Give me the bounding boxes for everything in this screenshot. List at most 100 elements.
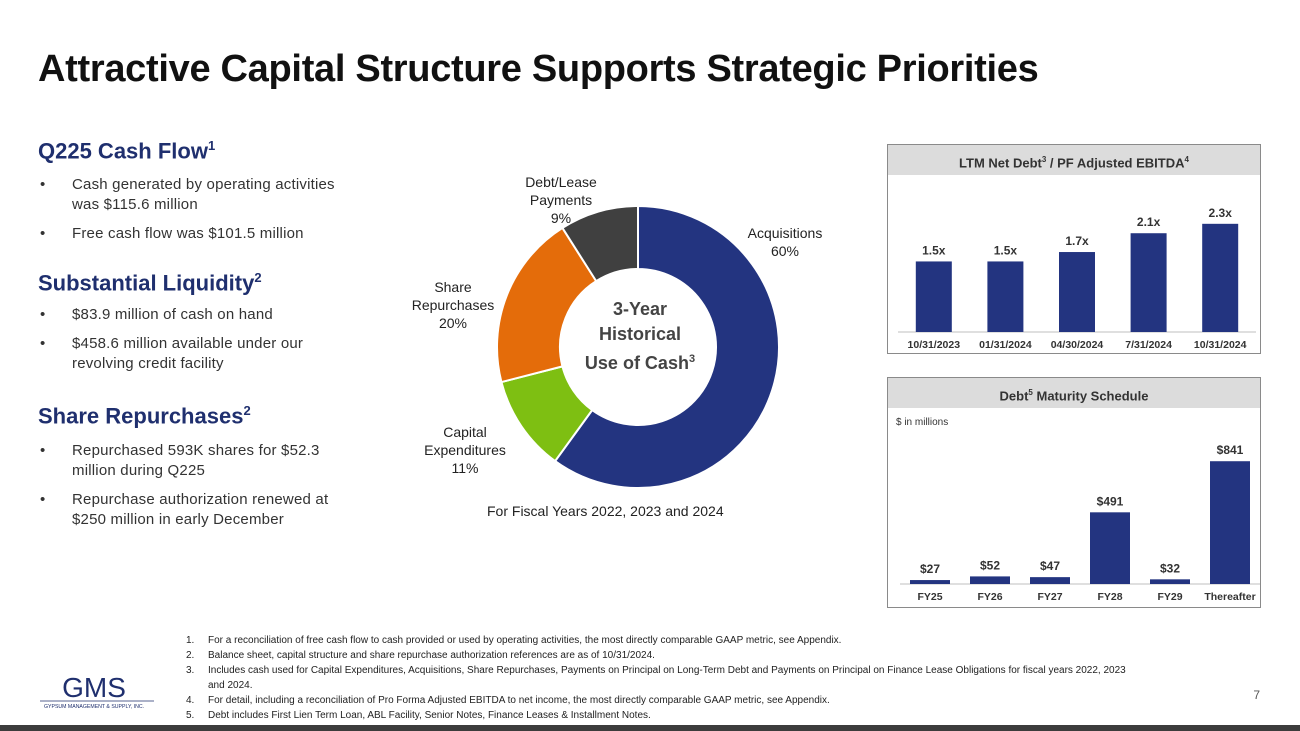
footnote-text: Balance sheet, capital structure and sha… <box>208 650 655 661</box>
donut-center-title: 3-Year Historical Use of Cash3 <box>560 297 720 376</box>
bar-value-label: 2.3x <box>1209 206 1233 220</box>
footnote-number: 1. <box>186 635 195 646</box>
bar-value-label: $841 <box>1217 443 1244 457</box>
liquidity-list: $83.9 million of cash on hand $458.6 mil… <box>38 305 358 383</box>
slice-label-text: Repurchases <box>411 297 495 313</box>
units-note: $ in millions <box>896 417 949 428</box>
donut-caption: For Fiscal Years 2022, 2023 and 2024 <box>487 503 724 519</box>
list-item: Free cash flow was $101.5 million <box>38 224 348 244</box>
x-tick-label: FY28 <box>1097 591 1122 603</box>
slice-label-text: Debt/Lease <box>525 174 597 190</box>
donut-center-line: Use of Cash3 <box>560 347 720 376</box>
repurchases-heading: Share Repurchases2 <box>38 403 251 429</box>
bar-value-label: 1.5x <box>994 243 1018 257</box>
cash-flow-heading-text: Q225 Cash Flow <box>38 138 208 164</box>
slice-value-label: 9% <box>550 210 572 226</box>
slice-label-debt-lease: Debt/Lease Payments 9% <box>501 173 621 227</box>
panel-title-text: / PF Adjusted EBITDA <box>1046 155 1185 171</box>
footnote-row: 2. Balance sheet, capital structure and s… <box>186 648 1146 663</box>
bar-value-label: $52 <box>980 558 1000 572</box>
footnote-ref: 2 <box>243 403 251 418</box>
x-tick-label: 04/30/2024 <box>1051 339 1104 351</box>
donut-center-text: Use of Cash <box>584 353 689 373</box>
x-tick-label: 10/31/2024 <box>1194 339 1247 351</box>
slice-label-text: Payments <box>529 192 593 208</box>
bar-thereafter <box>1210 461 1250 584</box>
cash-flow-list: Cash generated by operating activities w… <box>38 175 348 253</box>
liquidity-heading-text: Substantial Liquidity <box>38 270 255 296</box>
x-tick-label: FY25 <box>917 591 942 603</box>
slice-label-acquisitions: Acquisitions 60% <box>720 224 850 260</box>
slice-label-capex: Capital Expenditures 11% <box>405 423 525 477</box>
slice-value-label: 11% <box>451 460 479 476</box>
x-tick-label: 01/31/2024 <box>979 339 1032 351</box>
use-of-cash-donut-chart <box>496 205 780 489</box>
bar-fy29 <box>1150 579 1190 584</box>
net-debt-panel-title: LTM Net Debt3 / PF Adjusted EBITDA4 <box>888 145 1260 175</box>
bar-value-label: 1.7x <box>1065 234 1089 248</box>
footnote-number: 4. <box>186 695 195 706</box>
footnote-row: 4. For detail, including a reconciliation… <box>186 693 1146 708</box>
logo-sub-text: GYPSUM MANAGEMENT & SUPPLY, INC. <box>44 704 144 710</box>
footnote-text: For detail, including a reconciliation o… <box>208 695 830 706</box>
maturity-panel: Debt5 Maturity Schedule $ in millions $2… <box>887 377 1261 608</box>
x-tick-label: 10/31/2023 <box>908 339 961 351</box>
footnote-ref: 5 <box>1028 388 1033 397</box>
repurchases-list: Repurchased 593K shares for $52.3 millio… <box>38 441 358 539</box>
panel-title-text: Maturity Schedule <box>1032 388 1149 404</box>
panel-title-text: LTM Net Debt <box>959 155 1042 171</box>
donut-center-line: Historical <box>598 324 682 344</box>
list-item: Repurchased 593K shares for $52.3 millio… <box>38 441 358 481</box>
donut-slice-acquisitions <box>553 205 780 489</box>
panel-title-text: Debt <box>999 388 1029 404</box>
x-tick-label: 7/31/2024 <box>1125 339 1172 351</box>
gms-logo: GMS GYPSUM MANAGEMENT & SUPPLY, INC. <box>40 672 154 710</box>
bar-value-label: $32 <box>1160 561 1180 575</box>
list-item: Cash generated by operating activities w… <box>38 175 348 215</box>
footnote-text: For a reconciliation of free cash flow t… <box>208 635 842 646</box>
donut-slice-debt-lease-payments <box>561 205 639 283</box>
x-tick-label: Thereafter <box>1204 591 1255 603</box>
bar-fy25 <box>910 580 950 584</box>
bar-fy28 <box>1090 512 1130 584</box>
bar-7-31-2024 <box>1130 233 1167 332</box>
list-item: $83.9 million of cash on hand <box>38 305 358 325</box>
bar-fy27 <box>1030 577 1070 584</box>
footnote-row: 5. Debt includes First Lien Term Loan, AB… <box>186 708 1146 723</box>
x-tick-label: FY29 <box>1157 591 1182 603</box>
liquidity-heading: Substantial Liquidity2 <box>38 270 262 296</box>
maturity-bar-chart: $27 FY25 $52 FY26 $47 FY27 $491 FY28 $32 FY29 $841… <box>900 443 1260 603</box>
bottom-bar <box>0 725 1300 731</box>
footnote-row: 3. Includes cash used for Capital Expendi… <box>186 663 1146 693</box>
net-debt-panel: LTM Net Debt3 / PF Adjusted EBITDA4 1.5x… <box>887 144 1261 354</box>
x-tick-label: FY26 <box>977 591 1002 603</box>
footnote-ref: 4 <box>1184 155 1189 164</box>
logo-main-text: GMS <box>62 672 126 703</box>
footnote-ref: 3 <box>688 353 696 365</box>
x-tick-label: FY27 <box>1037 591 1062 603</box>
slice-label-text: Capital <box>443 424 487 440</box>
bar-10-31-2023 <box>915 261 952 332</box>
footnote-row: 1. For a reconciliation of free cash flow… <box>186 633 1146 648</box>
donut-center-line: 3-Year <box>612 299 668 319</box>
bar-value-label: $47 <box>1040 559 1060 573</box>
slice-label-text: Acquisitions <box>747 225 823 241</box>
bar-04-30-2024 <box>1059 252 1095 332</box>
bar-01-31-2024 <box>987 261 1024 332</box>
repurchases-heading-text: Share Repurchases <box>38 403 244 429</box>
bar-value-label: 2.1x <box>1137 215 1161 229</box>
footnotes: 1. For a reconciliation of free cash flow… <box>186 633 1146 723</box>
footnote-number: 3. <box>186 665 195 676</box>
slice-label-share-repurchases: Share Repurchases 20% <box>393 278 513 332</box>
bar-10-31-2024 <box>1202 223 1239 332</box>
page-title: Attractive Capital Structure Supports St… <box>38 48 1039 90</box>
list-item: $458.6 million available under our revol… <box>38 334 358 374</box>
footnote-ref: 3 <box>1041 155 1047 164</box>
footnote-number: 5. <box>186 710 195 721</box>
leverage-bar-chart: 1.5x 10/31/2023 1.5x 01/31/2024 1.7x 04/30/20… <box>898 206 1256 351</box>
bar-fy26 <box>970 576 1010 584</box>
bar-value-label: 1.5x <box>922 243 946 257</box>
slice-label-text: Share <box>434 279 472 295</box>
page-number: 7 <box>1253 688 1260 702</box>
slice-label-text: Expenditures <box>424 442 506 458</box>
